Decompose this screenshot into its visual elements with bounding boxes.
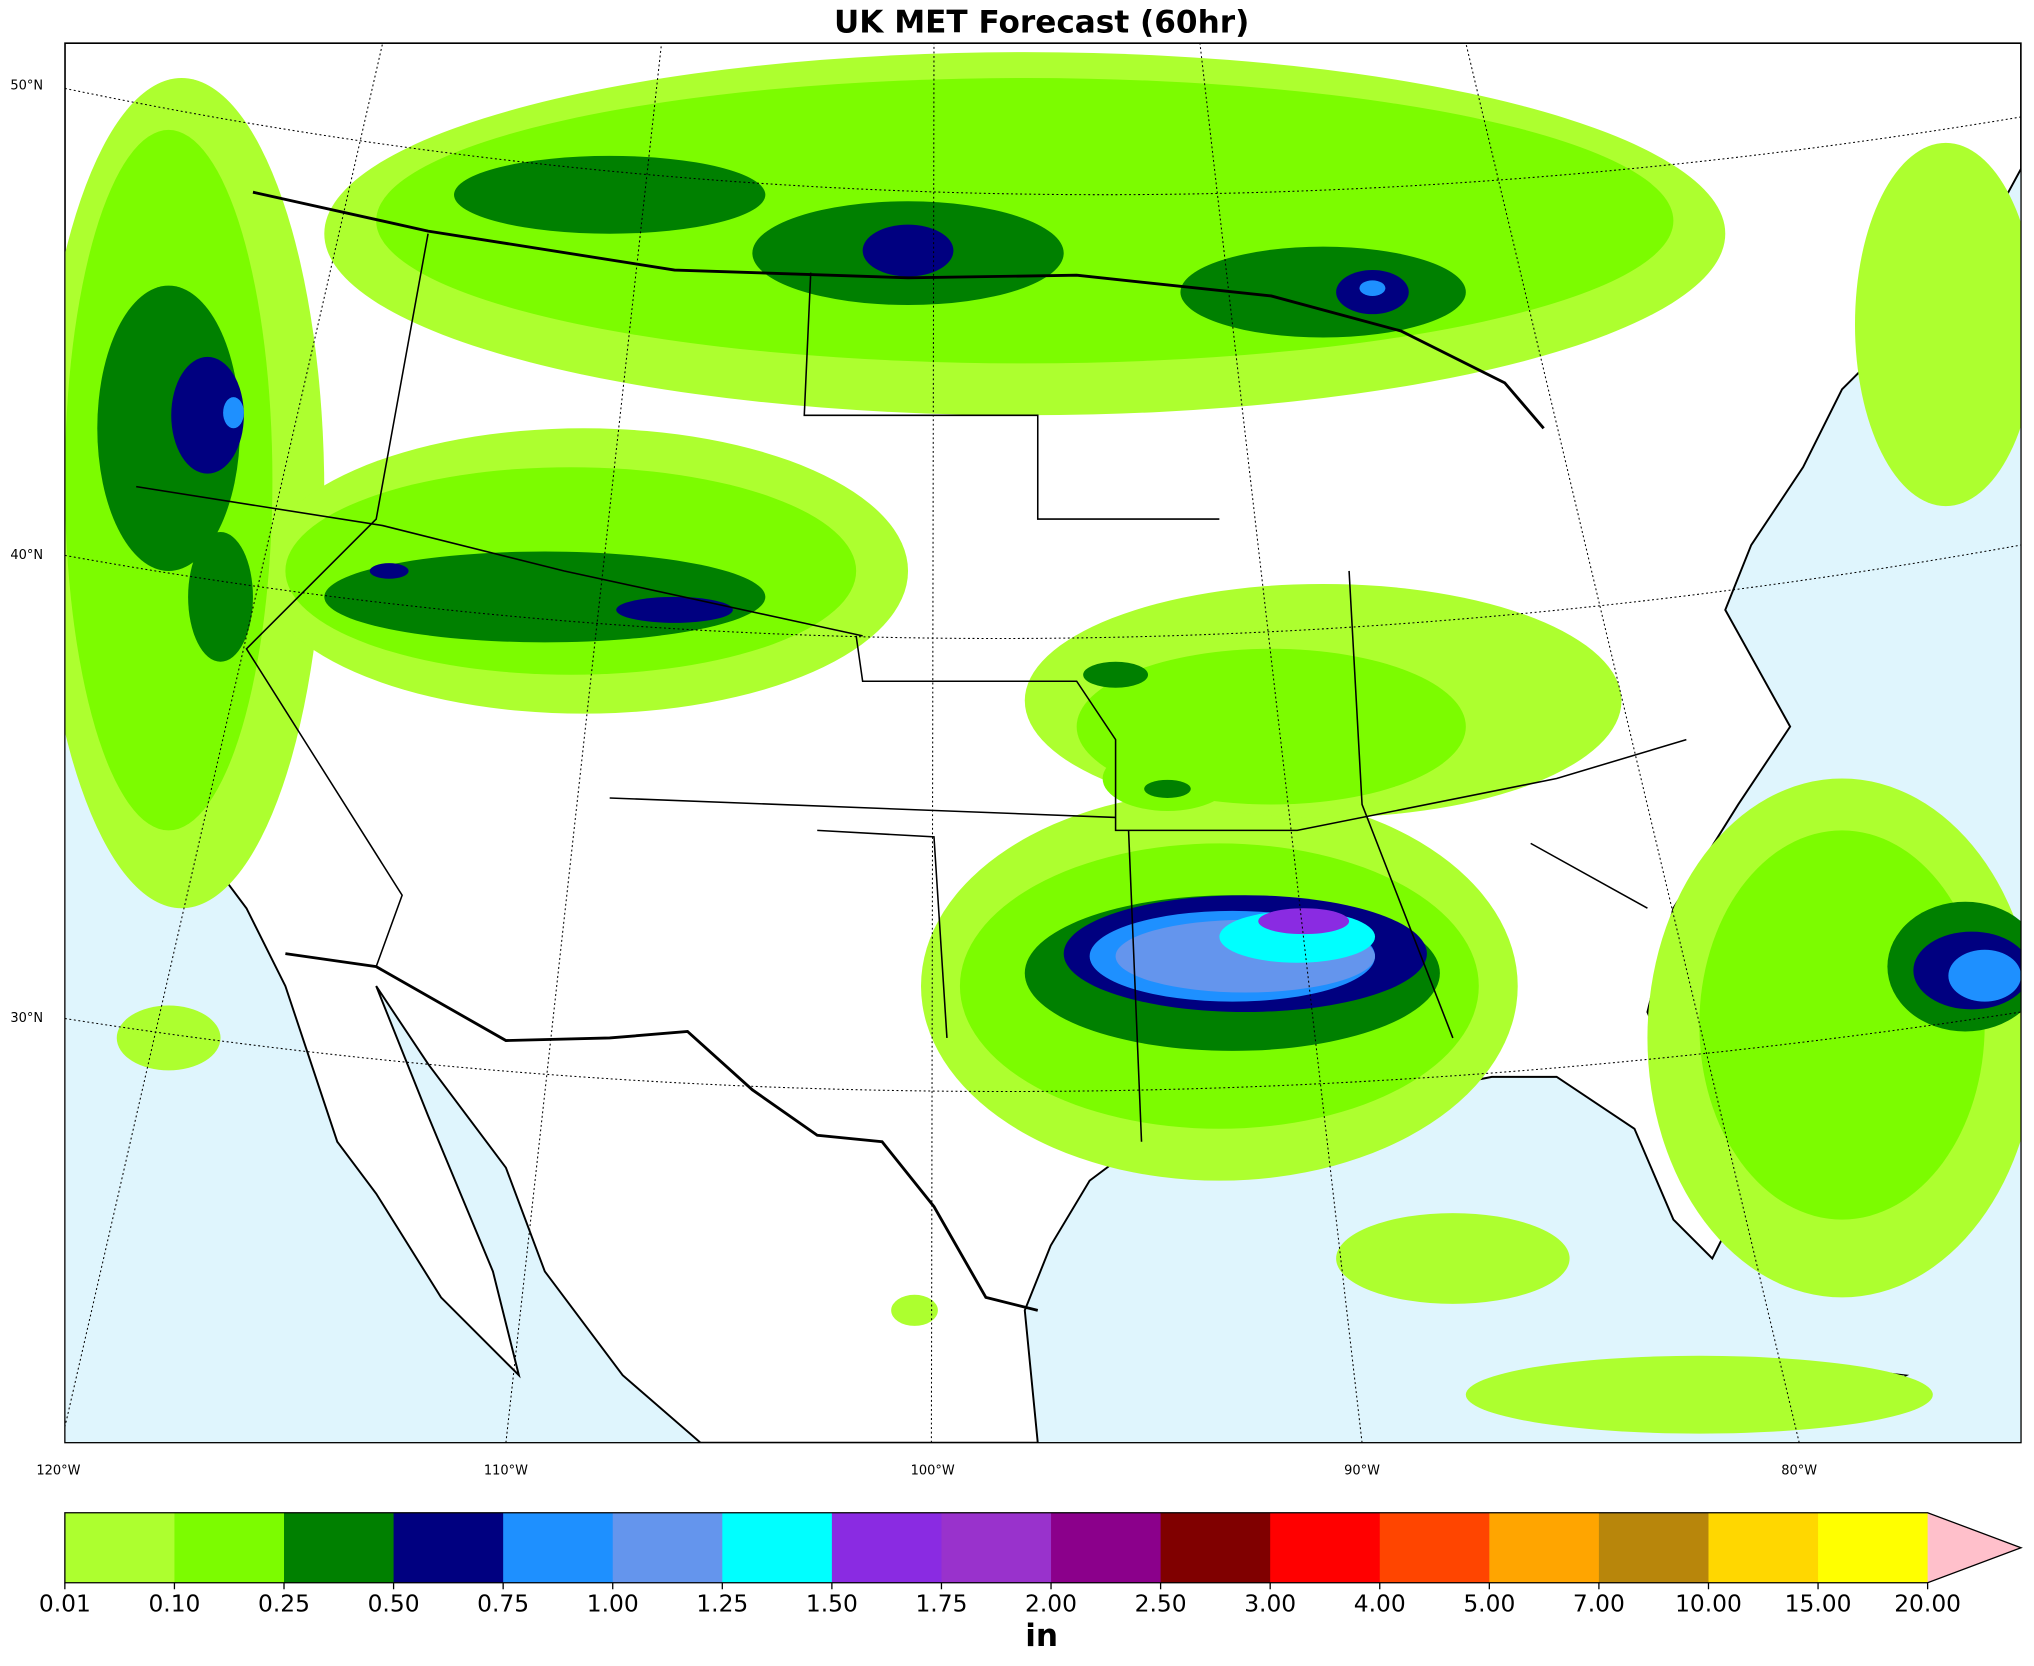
colorbar-extend xyxy=(1927,1512,2022,1583)
colorbar-box xyxy=(174,1512,285,1583)
colorbar-tick-label: 1.00 xyxy=(587,1589,639,1617)
colorbar-tick-label: 1.50 xyxy=(806,1589,858,1617)
colorbar-box xyxy=(393,1512,504,1583)
precip-area xyxy=(97,285,240,571)
colorbar-box xyxy=(1051,1512,1162,1583)
colorbar-tick-label: 0.25 xyxy=(258,1589,310,1617)
colorbar-box xyxy=(831,1512,943,1583)
colorbar-tick-label: 4.00 xyxy=(1354,1589,1406,1617)
precip-area xyxy=(369,563,409,579)
lon-label: 110°W xyxy=(484,1464,528,1479)
precip-area xyxy=(1180,246,1466,338)
axis-labels: 50°N 40°N 30°N 120°W 110°W 100°W 90°W 80°W xyxy=(10,78,1817,1478)
colorbar-tick-label: 2.00 xyxy=(1025,1589,1077,1617)
colorbar-box xyxy=(1708,1512,1819,1583)
borders xyxy=(136,190,1687,1312)
lat-label: 40°N xyxy=(10,548,43,563)
colorbar-tick-label: 1.25 xyxy=(696,1589,748,1617)
map xyxy=(64,43,2022,1443)
precip-area xyxy=(1855,142,2022,507)
colorbar-tick-label: 0.75 xyxy=(477,1589,529,1617)
precip-area xyxy=(1102,746,1233,811)
colorbar-tick-label: 1.75 xyxy=(915,1589,967,1617)
colorbar-outline xyxy=(64,1512,2023,1584)
plot-frame xyxy=(64,42,2022,1444)
colorbar-tick-label: 0.10 xyxy=(148,1589,200,1617)
precip-area xyxy=(1336,1213,1570,1304)
colorbar-box xyxy=(284,1512,395,1583)
precip-area xyxy=(1465,1355,1933,1434)
precip-area xyxy=(1083,661,1149,688)
colorbar-tick-label: 2.50 xyxy=(1135,1589,1187,1617)
precipitation xyxy=(64,52,2022,1434)
lat-label: 50°N xyxy=(10,78,43,93)
colorbar-box xyxy=(941,1512,1052,1583)
colorbar-box xyxy=(1598,1512,1710,1583)
colorbar-box xyxy=(503,1512,614,1583)
colorbar-tick-label: 0.01 xyxy=(39,1589,91,1617)
colorbar-tick-label: 15.00 xyxy=(1785,1589,1852,1617)
lon-label: 100°W xyxy=(911,1464,955,1479)
precip-area xyxy=(1948,949,2022,1002)
colorbar-unit: in xyxy=(1025,1618,1058,1654)
colorbar-box xyxy=(64,1512,176,1583)
precip-area xyxy=(1359,280,1386,296)
precip-area xyxy=(891,1294,938,1326)
precip-area xyxy=(862,224,954,277)
title: UK MET Forecast (60hr) xyxy=(834,5,1249,41)
colorbar-tick-label: 5.00 xyxy=(1463,1589,1515,1617)
colorbar-tick-label: 20.00 xyxy=(1894,1589,1961,1617)
colorbar-box xyxy=(722,1512,833,1583)
graticule xyxy=(64,43,2022,1443)
colorbar-box xyxy=(1818,1512,1929,1583)
colorbar-tick-label: 7.00 xyxy=(1573,1589,1625,1617)
lat-label: 30°N xyxy=(10,1011,43,1026)
precip-area xyxy=(223,397,244,429)
colorbar-box xyxy=(612,1512,723,1583)
precip-area xyxy=(454,155,766,234)
colorbar: 0.01 0.10 0.25 0.50 0.75 1.00 1.25 1.50 1.75 2.00… xyxy=(39,1512,2023,1617)
colorbar-tick-label: 0.50 xyxy=(368,1589,420,1617)
colorbar-box xyxy=(1160,1512,1271,1583)
lon-label: 90°W xyxy=(1344,1464,1380,1479)
colorbar-box xyxy=(1489,1512,1600,1583)
lon-label: 120°W xyxy=(36,1464,80,1479)
precip-area xyxy=(1258,908,1350,935)
colorbar-box xyxy=(1379,1512,1490,1583)
precip-area xyxy=(188,532,253,662)
colorbar-tick-label: 10.00 xyxy=(1675,1589,1742,1617)
precip-area xyxy=(116,1005,221,1071)
lon-label: 80°W xyxy=(1781,1464,1817,1479)
colorbar-box xyxy=(1270,1512,1381,1583)
precip-area xyxy=(616,596,733,623)
colorbar-tick-label: 3.00 xyxy=(1244,1589,1296,1617)
precip-area xyxy=(171,356,244,474)
precip-area xyxy=(1144,779,1191,798)
